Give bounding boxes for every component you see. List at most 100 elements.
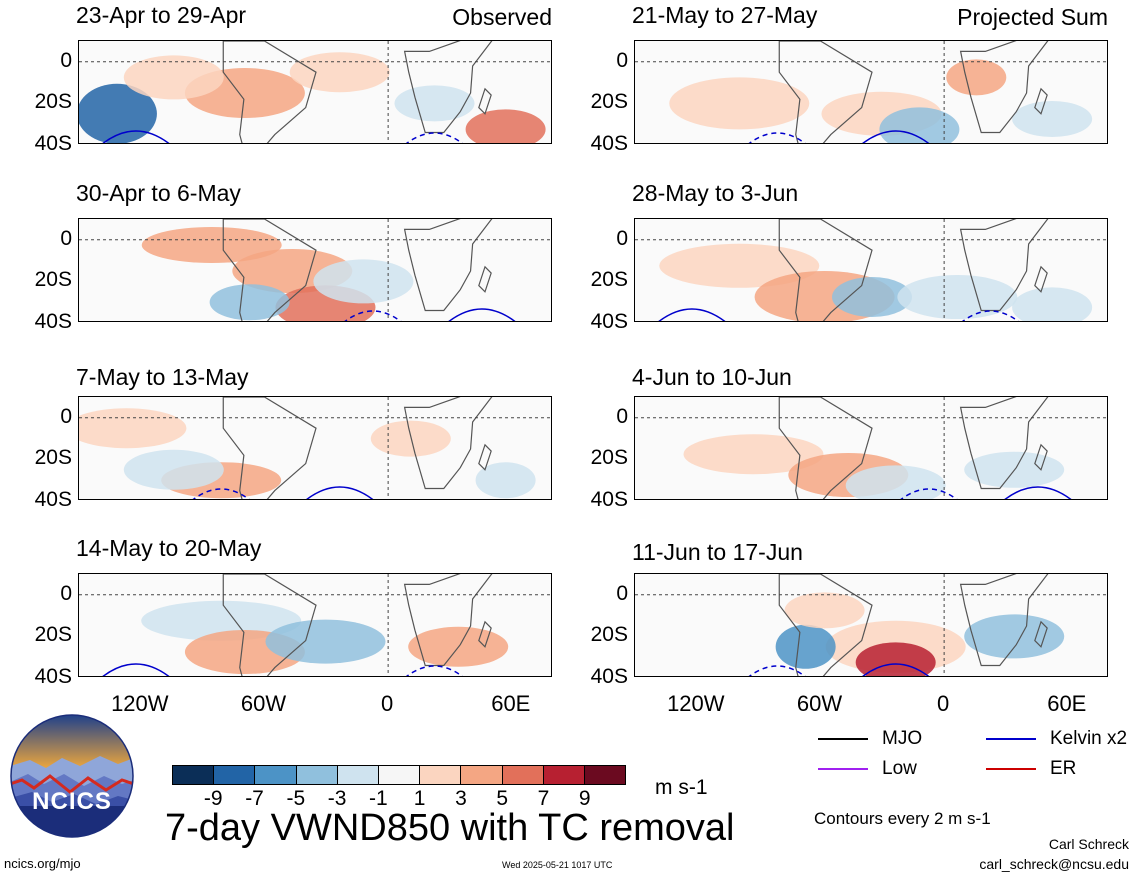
kelvin-contour-negative	[406, 665, 463, 676]
coastline-south-america	[778, 574, 873, 676]
map-plot-area	[78, 40, 552, 144]
map-svg	[635, 41, 1107, 143]
legend-low-line	[818, 768, 868, 770]
legend-er-line	[986, 768, 1036, 770]
y-tick-label: 0	[60, 581, 72, 605]
shading-blob	[659, 243, 820, 288]
shading-blob	[265, 619, 386, 664]
y-tick-label: 20S	[590, 268, 628, 292]
legend-low-label: Low	[882, 758, 917, 779]
shading-blob	[209, 284, 290, 321]
shading-blob	[1012, 287, 1093, 321]
y-tick-label: 20S	[34, 623, 72, 647]
footer-email[interactable]: carl_schreck@ncsu.edu	[979, 856, 1129, 872]
shading-blob	[897, 275, 1018, 319]
y-tick-label: 40S	[34, 488, 72, 511]
x-tick-label: 60W	[796, 691, 843, 716]
shading-blob	[394, 85, 475, 122]
y-tick-label: 0	[616, 226, 628, 250]
shading-blob	[964, 614, 1065, 659]
colorbar-tick-label: -3	[327, 787, 347, 810]
y-tick-label: 40S	[34, 665, 72, 688]
footer-author: Carl Schreck	[1048, 836, 1129, 852]
shading-blob	[832, 277, 912, 317]
y-tick-label: 20S	[590, 90, 628, 114]
shading-blob	[775, 624, 836, 669]
shading-blob	[946, 59, 1007, 96]
colorbar-swatch	[461, 766, 503, 784]
y-tick-label: 40S	[34, 310, 72, 333]
coastline-africa	[959, 574, 1049, 667]
map-svg	[79, 574, 551, 676]
map-plot-area	[634, 218, 1108, 322]
colorbar-swatch	[502, 766, 544, 784]
x-tick-label: 120W	[667, 691, 725, 716]
colorbar-tick-label: 9	[578, 787, 591, 810]
shading-blob	[313, 259, 414, 304]
coastline-africa	[403, 397, 493, 490]
y-tick-label: 40S	[590, 665, 628, 688]
coastline-south-america	[778, 397, 873, 499]
coastline-africa	[959, 219, 1049, 312]
legend-mjo-label: MJO	[882, 728, 923, 749]
shading-blob	[683, 434, 824, 475]
shading-blob	[141, 227, 282, 263]
coastline-madagascar	[1034, 265, 1048, 293]
y-tick-label: 0	[60, 226, 72, 250]
colorbar-tick-label: 7	[537, 787, 550, 810]
shading-blob	[465, 109, 546, 143]
shading-blob	[1012, 101, 1093, 137]
kelvin-contour	[862, 663, 930, 676]
legend-kelvin-line	[986, 738, 1036, 740]
kelvin-contour	[448, 308, 516, 321]
y-tick-label: 20S	[590, 623, 628, 647]
coastline-africa	[959, 41, 1049, 134]
map-plot-area	[78, 396, 552, 500]
panel-title: 11-Jun to 17-Jun	[632, 539, 803, 565]
shading-blob	[123, 55, 224, 100]
y-tick-label: 40S	[590, 488, 628, 511]
colorbar-tick-label: -7	[245, 787, 264, 810]
coastline-south-america	[222, 41, 317, 143]
contours-note: Contours every 2 m s-1	[814, 809, 991, 828]
coastline-madagascar	[478, 87, 492, 115]
kelvin-contour-negative	[406, 132, 463, 143]
coastline-madagascar	[1034, 443, 1048, 471]
panel-title: 21-May to 27-May	[632, 2, 818, 28]
map-plot-area	[78, 573, 552, 677]
x-tick-label: 120W	[111, 691, 169, 716]
legend-er: ER	[986, 758, 1076, 780]
colorbar-swatch	[296, 766, 338, 784]
coastline-south-america	[222, 397, 317, 499]
ncics-logo	[10, 714, 134, 838]
map-svg	[79, 219, 551, 321]
main-title: 7-day VWND850 with TC removal	[165, 807, 735, 849]
y-tick-label: 0	[616, 48, 628, 72]
colorbar-tick-label: -9	[203, 787, 223, 810]
shading-blob	[289, 52, 390, 93]
map-svg	[635, 397, 1107, 499]
shading-blob	[784, 592, 865, 629]
shading-blob	[855, 642, 936, 676]
shading-blob	[475, 462, 536, 499]
map-svg	[79, 397, 551, 499]
shading-blob	[79, 83, 157, 143]
coastline-madagascar	[1034, 620, 1048, 648]
x-tick-label: 60E	[491, 691, 531, 716]
colorbar-tick-label: 5	[496, 787, 509, 810]
coastline-madagascar	[478, 620, 492, 648]
colorbar-swatch	[584, 766, 626, 784]
footer-url[interactable]: ncics.org/mjo	[4, 856, 81, 871]
shading-blob	[141, 600, 302, 641]
legend-low: Low	[818, 758, 917, 780]
y-tick-label: 40S	[590, 132, 628, 155]
coastline-africa	[403, 219, 493, 312]
coastline-madagascar	[478, 265, 492, 293]
legend-kelvin-label: Kelvin x2	[1050, 728, 1128, 749]
shading-blob	[79, 408, 187, 449]
x-tick-label: 0	[937, 691, 950, 716]
footer-date: Wed 2025-05-21 1017 UTC	[502, 860, 613, 870]
panel-title: 30-Apr to 6-May	[76, 180, 241, 206]
map-svg	[635, 574, 1107, 676]
x-tick-label: 60E	[1047, 691, 1087, 716]
